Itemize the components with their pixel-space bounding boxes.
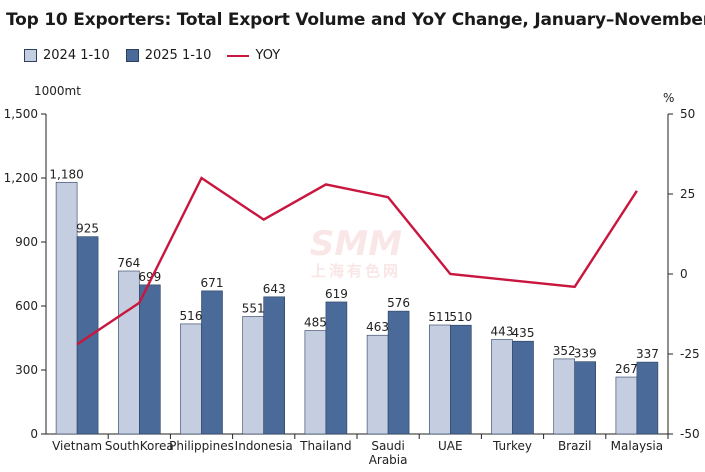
bar-2024-southkorea xyxy=(118,270,140,435)
y2-axis-unit-label: % xyxy=(663,91,674,105)
x-tick-label: Saudi xyxy=(371,439,405,453)
y-tick-label: 1,500 xyxy=(4,107,38,121)
bar-2025-philippines xyxy=(201,290,223,435)
bar-2024-indonesia xyxy=(242,316,264,435)
y2-tick-label: 25 xyxy=(680,187,695,201)
x-tick-label: Vietnam xyxy=(52,439,102,453)
bar-value-label: 619 xyxy=(325,287,348,301)
bar-value-label: 764 xyxy=(117,256,140,270)
y2-tick-label: -25 xyxy=(680,347,700,361)
bar-2024-vietnam xyxy=(55,181,78,435)
bar-value-label: 337 xyxy=(636,347,659,361)
y-tick-label: 1,200 xyxy=(4,171,38,185)
legend-item-yoy: YOY xyxy=(227,48,280,63)
bar-value-label: 643 xyxy=(263,282,286,296)
bars xyxy=(55,181,659,435)
y-tick-label: 600 xyxy=(15,299,38,313)
axes: 0 300 600 900 1,200 1,500 -50 -25 0 25 50 xyxy=(4,107,700,441)
bar-value-label: 516 xyxy=(180,309,203,323)
bar-value-label: 510 xyxy=(449,310,472,324)
bar-2025-uae xyxy=(449,324,472,435)
legend-swatch-2024 xyxy=(24,49,37,62)
bar-value-label: 267 xyxy=(615,362,638,376)
bar-value-label: 671 xyxy=(201,276,224,290)
x-tick-label: Brazil xyxy=(558,439,592,453)
bar-2025-brazil xyxy=(574,361,597,435)
bar-value-label: 485 xyxy=(304,316,327,330)
bar-2024-saudi-arabia xyxy=(366,334,389,435)
x-tick-label: UAE xyxy=(438,439,463,453)
bar-value-label: 339 xyxy=(574,347,597,361)
bar-2024-thailand xyxy=(304,330,327,435)
yoy-line xyxy=(76,176,638,346)
y2-tick-label: 0 xyxy=(680,267,688,281)
bar-2025-vietnam xyxy=(76,236,99,435)
bar-2024-uae xyxy=(428,324,451,435)
bar-2025-southkorea xyxy=(139,284,161,435)
legend: 2024 1-10 2025 1-10 YOY xyxy=(24,48,296,63)
legend-label-2025: 2025 1-10 xyxy=(144,48,212,63)
x-tick-label: Philippines xyxy=(169,439,234,453)
legend-swatch-2025 xyxy=(125,49,139,62)
bar-2024-brazil xyxy=(553,358,576,435)
bar-value-label: 576 xyxy=(387,296,410,310)
legend-line-yoy xyxy=(227,54,250,57)
bar-value-label: 463 xyxy=(366,320,389,334)
bar-value-label: 1,180 xyxy=(49,167,83,181)
svg-text:SMM: SMM xyxy=(310,224,402,264)
x-tick-label: Indonesia xyxy=(235,439,293,453)
bar-value-label: 511 xyxy=(428,310,451,324)
bar-2025-malaysia xyxy=(636,361,659,435)
bar-2024-philippines xyxy=(180,323,202,435)
bar-value-label: 925 xyxy=(76,222,99,236)
bar-2025-saudi-arabia xyxy=(387,310,410,435)
y-tick-label: 900 xyxy=(15,235,38,249)
yoy-line-layer xyxy=(76,176,638,346)
watermark: SMM 上海有色网 xyxy=(310,224,402,280)
bar-2024-turkey xyxy=(491,339,513,435)
bar-value-label: 699 xyxy=(138,270,161,284)
x-tick-label: Arabia xyxy=(369,453,408,467)
y-tick-label: 300 xyxy=(15,363,38,377)
bar-2025-turkey xyxy=(512,340,534,435)
svg-text:上海有色网: 上海有色网 xyxy=(311,262,401,280)
bar-2025-thailand xyxy=(325,301,348,435)
y2-tick-label: 50 xyxy=(680,107,695,121)
x-tick-label: Turkey xyxy=(492,439,532,453)
legend-label-yoy: YOY xyxy=(255,48,281,63)
y-tick-label: 0 xyxy=(30,427,38,441)
bar-value-label: 551 xyxy=(242,301,265,315)
bar-value-label: 352 xyxy=(553,344,576,358)
x-tick-label: SouthKorea xyxy=(105,439,174,453)
legend-label-2024: 2024 1-10 xyxy=(43,48,110,63)
x-tick-label: Thailand xyxy=(299,439,352,453)
legend-item-2025: 2025 1-10 xyxy=(125,48,212,63)
bar-2024-malaysia xyxy=(615,376,638,435)
legend-item-2024: 2024 1-10 xyxy=(24,48,110,63)
x-tick-label: Malaysia xyxy=(611,439,663,453)
y-axis-unit-label: 1000mt xyxy=(34,84,81,98)
bar-value-label: 435 xyxy=(512,326,535,340)
chart-title: Top 10 Exporters: Total Export Volume an… xyxy=(6,10,705,30)
bar-2025-indonesia xyxy=(263,296,286,435)
y2-tick-label: -50 xyxy=(680,427,700,441)
bar-value-label: 443 xyxy=(491,324,514,338)
